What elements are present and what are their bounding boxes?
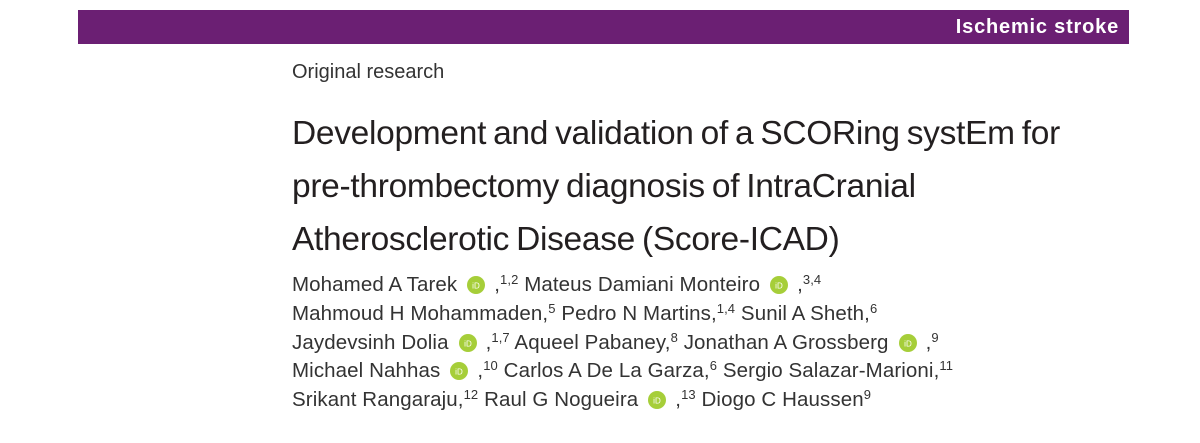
author-line: Michael Nahhas iD ,10 Carlos A De La Garza… [292, 358, 954, 383]
svg-text:iD: iD [464, 339, 472, 348]
author-name: Mohamed A Tarek [292, 273, 458, 296]
svg-text:iD: iD [904, 339, 912, 348]
affiliation-marker: 13 [681, 387, 696, 403]
affiliation-marker: 5 [548, 300, 556, 316]
affiliation-marker: 8 [670, 329, 678, 345]
author-name: Raul G Nogueira [484, 388, 639, 412]
affiliation-marker: 11 [939, 358, 954, 374]
author-name: Srikant Rangaraju, [292, 388, 464, 412]
author-list: Mohamed A Tarek iD ,1,2 Mateus Damiani Mon… [292, 271, 1172, 415]
affiliation-marker: 1,2 [500, 272, 519, 287]
author-line: Jaydevsinh Dolia iD ,1,7 Aqueel Pabaney,8 … [292, 329, 939, 354]
svg-text:iD: iD [456, 368, 464, 377]
author-name: Carlos A De La Garza, [503, 359, 710, 383]
title-line: Development and validation of a SCORing … [292, 115, 1060, 152]
svg-text:iD: iD [653, 397, 661, 406]
affiliation-marker: 12 [463, 387, 479, 403]
orcid-icon[interactable]: iD [467, 276, 486, 294]
affiliation-marker: 9 [863, 387, 872, 403]
orcid-icon[interactable]: iD [898, 333, 917, 352]
author-name: Diogo C Haussen [701, 388, 864, 412]
svg-text:iD: iD [472, 282, 480, 291]
svg-text:iD: iD [775, 282, 783, 291]
affiliation-marker: 6 [869, 300, 878, 316]
author-line: Srikant Rangaraju,12 Raul G Nogueira iD ,1… [292, 387, 872, 412]
orcid-icon[interactable]: iD [770, 276, 789, 294]
affiliation-marker: 3,4 [802, 272, 822, 287]
author-name: Sergio Salazar-Marioni, [722, 359, 940, 383]
author-name: Pedro N Martins, [561, 301, 717, 325]
affiliation-marker: 1,7 [491, 329, 510, 345]
article-type: Original research [292, 61, 445, 83]
author-line: Mahmoud H Mohammaden,5 Pedro N Martins,1… [292, 300, 1172, 329]
orcid-icon[interactable]: iD [648, 391, 667, 410]
affiliation-marker: 10 [483, 358, 498, 374]
affiliation-marker: 9 [931, 329, 939, 345]
author-name: Michael Nahhas [292, 359, 441, 383]
section-label: Ischemic stroke [955, 16, 1119, 38]
article-title: Development and validation of a SCORing … [292, 107, 1132, 266]
author-name: Sunil A Sheth, [740, 301, 870, 325]
author-name: Aqueel Pabaney, [514, 330, 671, 354]
title-line: Atherosclerotic Disease (Score-ICAD) [292, 221, 840, 258]
affiliation-marker: 1,4 [716, 300, 736, 316]
title-line: pre-thrombectomy diagnosis of IntraCrani… [292, 168, 916, 205]
author-line: Mohamed A Tarek iD ,1,2 Mateus Damiani Mon… [292, 272, 822, 296]
author-name: Mateus Damiani Monteiro [524, 273, 761, 296]
section-header-band: Ischemic stroke [78, 10, 1129, 44]
author-name: Jaydevsinh Dolia [292, 330, 449, 354]
author-name: Jonathan A Grossberg [683, 330, 889, 354]
author-name: Mahmoud H Mohammaden, [292, 301, 549, 325]
orcid-icon[interactable]: iD [458, 333, 477, 352]
orcid-icon[interactable]: iD [450, 362, 469, 381]
affiliation-marker: 6 [709, 358, 718, 374]
